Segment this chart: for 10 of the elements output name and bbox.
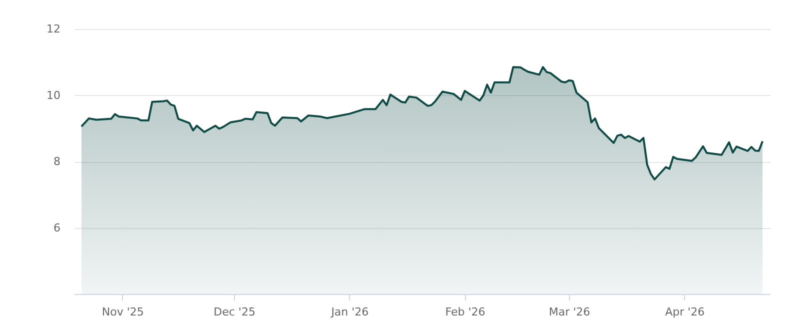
x-tick-label: Jan '26 xyxy=(330,306,369,318)
x-tick-label: Apr '26 xyxy=(665,306,705,318)
x-tick-label: Feb '26 xyxy=(445,306,486,318)
y-tick-label: 12 xyxy=(46,22,60,36)
x-tick-label: Dec '25 xyxy=(214,306,256,318)
x-tick-label: Nov '25 xyxy=(102,306,144,318)
y-tick-label: 10 xyxy=(46,88,60,102)
x-tick-label: Mar '26 xyxy=(548,306,590,318)
y-tick-label: 6 xyxy=(54,221,60,234)
y-tick-label: 8 xyxy=(54,155,60,168)
